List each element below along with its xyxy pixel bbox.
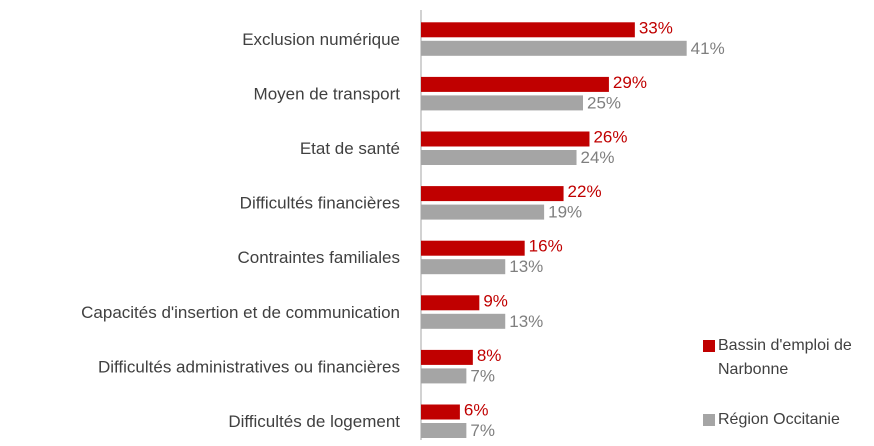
y-tick-label: Etat de santé	[300, 139, 400, 158]
data-label: 8%	[477, 346, 502, 365]
data-label: 16%	[529, 237, 563, 256]
y-tick-label: Capacités d'insertion et de communicatio…	[81, 303, 400, 322]
bar	[421, 240, 525, 256]
y-tick-label: Exclusion numérique	[242, 30, 400, 49]
legend-label: Région Occitanie	[718, 411, 840, 428]
data-label: 33%	[639, 18, 673, 37]
bar	[421, 259, 506, 275]
bar	[421, 22, 635, 38]
bar	[421, 150, 577, 165]
y-tick-label: Difficultés administratives ou financièr…	[98, 357, 400, 376]
bar	[421, 186, 564, 202]
y-tick-label: Moyen de transport	[254, 84, 401, 103]
legend-label: Bassin d'emploi de Narbonne	[718, 337, 852, 378]
data-label: 19%	[548, 203, 582, 222]
legend-swatch	[703, 340, 715, 352]
y-tick-label: Difficultés de logement	[228, 412, 400, 431]
bar	[421, 349, 473, 365]
bar	[421, 404, 460, 420]
data-label: 25%	[587, 93, 621, 112]
data-label: 26%	[593, 127, 627, 146]
y-tick-label: Contraintes familiales	[237, 248, 400, 267]
bar	[421, 204, 545, 220]
data-label: 6%	[464, 400, 489, 419]
bar	[421, 423, 467, 438]
bar	[421, 295, 480, 311]
data-label: 13%	[509, 257, 543, 276]
bar	[421, 368, 467, 384]
data-label: 24%	[581, 148, 615, 167]
data-label: 13%	[509, 312, 543, 331]
bar	[421, 40, 687, 56]
data-label: 9%	[483, 291, 508, 310]
data-label: 41%	[691, 39, 725, 58]
data-label: 7%	[470, 421, 495, 440]
data-label: 29%	[613, 73, 647, 92]
bar	[421, 76, 609, 92]
y-tick-label: Difficultés financières	[240, 194, 400, 213]
legend-swatch	[703, 414, 715, 426]
bar	[421, 131, 590, 147]
bar	[421, 313, 506, 329]
data-label: 22%	[568, 182, 602, 201]
data-label: 7%	[470, 366, 495, 385]
bar	[421, 95, 583, 111]
